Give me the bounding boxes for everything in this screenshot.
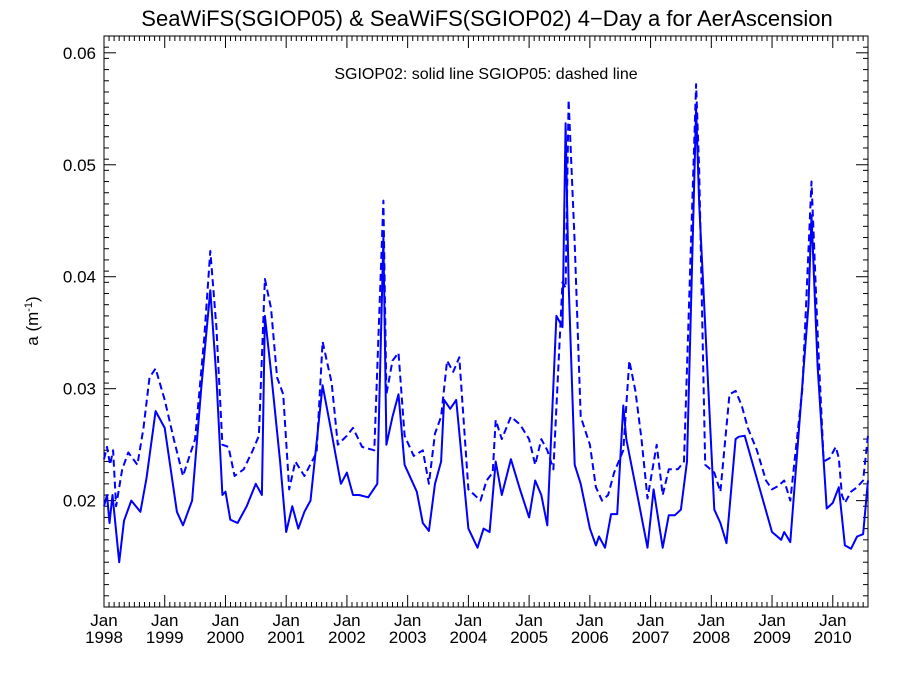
plot-frame	[103, 35, 869, 608]
y-axis-label-superscript: -1	[23, 302, 35, 312]
y-tick-label: 0.03	[63, 380, 96, 399]
x-tick-label-year: 2000	[207, 628, 245, 647]
x-tick-label-month: Jan	[394, 611, 421, 630]
x-tick-label-month: Jan	[515, 611, 542, 630]
sgiop05-dashed-line	[103, 83, 869, 508]
x-tick-label-year: 2005	[510, 628, 548, 647]
y-tick-label: 0.06	[63, 44, 96, 63]
y-axis-label: a (m-1)	[23, 296, 42, 345]
x-tick-label-year: 2010	[814, 628, 852, 647]
x-tick-label-year: 2008	[692, 628, 730, 647]
x-tick-label-month: Jan	[90, 611, 117, 630]
x-tick-label-year: 2003	[389, 628, 427, 647]
x-tick-label-year: 2001	[267, 628, 305, 647]
y-tick-label: 0.04	[63, 268, 96, 287]
x-tick-label-month: Jan	[698, 611, 725, 630]
x-tick-label-month: Jan	[758, 611, 785, 630]
x-tick-label-month: Jan	[637, 611, 664, 630]
y-axis-label-close: )	[23, 296, 42, 302]
x-tick-label-month: Jan	[212, 611, 239, 630]
axis-ticks: 0.020.030.040.050.06Jan1998Jan1999Jan200…	[63, 36, 868, 647]
x-tick-label-year: 2007	[632, 628, 670, 647]
x-tick-label-month: Jan	[151, 611, 178, 630]
x-tick-label-month: Jan	[819, 611, 846, 630]
x-tick-label-month: Jan	[272, 611, 299, 630]
y-axis-label-main: a (m	[23, 312, 42, 346]
series-group	[103, 83, 869, 564]
x-tick-label-month: Jan	[455, 611, 482, 630]
x-tick-label-year: 2002	[328, 628, 366, 647]
y-tick-label: 0.02	[63, 492, 96, 511]
sgiop02-solid-line	[103, 107, 869, 564]
x-tick-label-year: 2004	[449, 628, 487, 647]
x-tick-label-year: 2006	[571, 628, 609, 647]
x-tick-label-month: Jan	[576, 611, 603, 630]
chart-title: SeaWiFS(SGIOP05) & SeaWiFS(SGIOP02) 4−Da…	[141, 6, 832, 31]
x-tick-label-year: 2009	[753, 628, 791, 647]
x-tick-label-year: 1998	[85, 628, 123, 647]
x-tick-label-month: Jan	[333, 611, 360, 630]
y-tick-label: 0.05	[63, 156, 96, 175]
x-tick-label-year: 1999	[146, 628, 184, 647]
legend-note: SGIOP02: solid line SGIOP05: dashed line	[334, 66, 637, 83]
